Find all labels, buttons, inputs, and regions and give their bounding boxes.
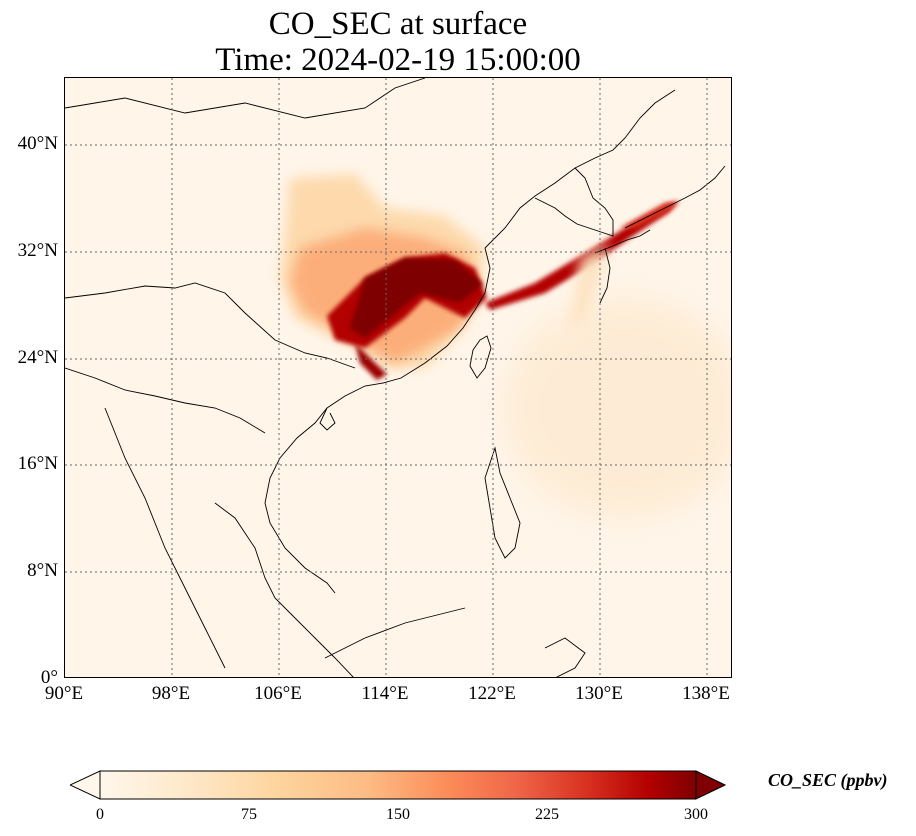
colorbar-tick: 225	[535, 806, 559, 823]
lat-tick-label: 40°N	[17, 133, 58, 154]
lon-tick-label: 90°E	[44, 683, 84, 704]
colorbar-tick: 0	[96, 806, 104, 823]
lon-tick-label: 138°E	[682, 683, 730, 704]
colorbar-tick: 300	[684, 806, 708, 823]
lon-tick-label: 106°E	[254, 683, 302, 704]
lon-tick-label: 114°E	[361, 683, 409, 704]
lat-tick-label: 8°N	[27, 560, 58, 582]
lat-tick-label: 24°N	[17, 346, 58, 368]
map-panel	[64, 77, 732, 678]
colorbar-label: CO_SEC (ppbv)	[768, 770, 888, 790]
concentration-field	[280, 174, 731, 518]
colorbar-tick: 150	[386, 806, 410, 823]
lon-tick-label: 122°E	[468, 683, 516, 704]
lat-tick-label: 0°	[40, 667, 58, 688]
figure-title-line2: Time: 2024-02-19 15:00:00	[215, 42, 581, 78]
lat-tick-label: 32°N	[17, 239, 58, 261]
lon-tick-label: 98°E	[151, 683, 191, 704]
colorbar-tick: 75	[241, 806, 257, 823]
lat-tick-label: 16°N	[17, 453, 58, 475]
gridlines	[65, 78, 731, 677]
coastlines	[65, 78, 726, 677]
lon-tick-label: 130°E	[575, 683, 623, 704]
map-canvas	[65, 78, 731, 677]
figure-title-line1: CO_SEC at surface	[268, 6, 528, 42]
colorbar	[70, 770, 726, 800]
